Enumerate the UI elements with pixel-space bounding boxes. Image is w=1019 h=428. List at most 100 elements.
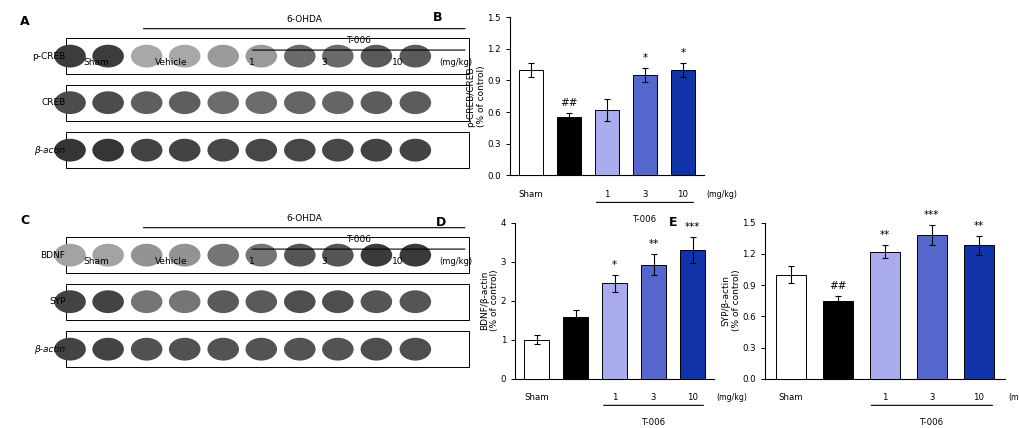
Ellipse shape <box>207 91 238 114</box>
Text: *: * <box>680 48 685 58</box>
Bar <box>66 38 469 74</box>
Ellipse shape <box>283 139 315 161</box>
Bar <box>66 237 469 273</box>
Text: Sham: Sham <box>84 57 109 66</box>
Ellipse shape <box>93 139 123 161</box>
Y-axis label: BDNF/β-actin
(% of control): BDNF/β-actin (% of control) <box>479 270 498 331</box>
Ellipse shape <box>207 139 238 161</box>
Ellipse shape <box>93 338 123 360</box>
Bar <box>601 283 627 379</box>
Bar <box>66 132 469 168</box>
Text: ***: *** <box>684 222 700 232</box>
Bar <box>632 75 656 175</box>
Text: (mg/kg): (mg/kg) <box>706 190 737 199</box>
Ellipse shape <box>283 338 315 360</box>
Ellipse shape <box>54 338 86 360</box>
Ellipse shape <box>93 290 123 313</box>
Ellipse shape <box>246 338 277 360</box>
Ellipse shape <box>207 244 238 267</box>
Ellipse shape <box>93 91 123 114</box>
Ellipse shape <box>361 338 391 360</box>
Bar <box>916 235 947 379</box>
Text: ***: *** <box>923 210 938 220</box>
Bar <box>66 283 469 320</box>
Ellipse shape <box>246 290 277 313</box>
Ellipse shape <box>399 244 431 267</box>
Text: 10: 10 <box>392 57 404 66</box>
Ellipse shape <box>207 45 238 68</box>
Ellipse shape <box>283 91 315 114</box>
Ellipse shape <box>169 91 201 114</box>
Text: (mg/kg): (mg/kg) <box>439 57 472 66</box>
Ellipse shape <box>130 139 162 161</box>
Text: p-CREB: p-CREB <box>33 52 65 61</box>
Bar <box>562 317 588 379</box>
Ellipse shape <box>399 338 431 360</box>
Ellipse shape <box>169 139 201 161</box>
Ellipse shape <box>130 45 162 68</box>
Bar <box>556 117 581 175</box>
Text: 10: 10 <box>677 190 688 199</box>
Text: Vehicle: Vehicle <box>154 256 186 265</box>
Ellipse shape <box>93 244 123 267</box>
Ellipse shape <box>54 91 86 114</box>
Ellipse shape <box>169 45 201 68</box>
Text: *: * <box>611 259 616 270</box>
Text: Sham: Sham <box>777 393 802 402</box>
Bar <box>680 250 704 379</box>
Ellipse shape <box>130 244 162 267</box>
Bar <box>774 275 805 379</box>
Y-axis label: SYP/β-actin
(% of control): SYP/β-actin (% of control) <box>720 270 740 331</box>
Ellipse shape <box>322 139 354 161</box>
Ellipse shape <box>322 338 354 360</box>
Text: ##: ## <box>828 281 846 291</box>
Ellipse shape <box>207 338 238 360</box>
Bar <box>821 300 852 379</box>
Text: ##: ## <box>559 98 577 108</box>
Ellipse shape <box>322 244 354 267</box>
Text: 3: 3 <box>928 393 933 402</box>
Text: 3: 3 <box>650 393 655 402</box>
Text: 6-OHDA: 6-OHDA <box>608 242 643 251</box>
Text: T-006: T-006 <box>345 235 371 244</box>
Ellipse shape <box>54 139 86 161</box>
Text: BDNF: BDNF <box>41 251 65 260</box>
Text: (mg/kg): (mg/kg) <box>1007 393 1019 402</box>
Ellipse shape <box>169 244 201 267</box>
Text: 3: 3 <box>321 256 326 265</box>
Text: T-006: T-006 <box>919 418 943 427</box>
Text: 3: 3 <box>321 57 326 66</box>
Ellipse shape <box>54 290 86 313</box>
Text: β-actin: β-actin <box>35 345 65 354</box>
Text: D: D <box>435 216 445 229</box>
Text: 10: 10 <box>392 256 404 265</box>
Ellipse shape <box>169 338 201 360</box>
Ellipse shape <box>399 45 431 68</box>
Bar <box>963 246 994 379</box>
Text: 1: 1 <box>603 190 609 199</box>
Text: A: A <box>20 15 30 28</box>
Text: T-006: T-006 <box>641 418 665 427</box>
Text: (mg/kg): (mg/kg) <box>439 256 472 265</box>
Ellipse shape <box>246 139 277 161</box>
Text: C: C <box>20 214 29 227</box>
Ellipse shape <box>399 91 431 114</box>
Text: SYP: SYP <box>49 297 65 306</box>
Text: T-006: T-006 <box>345 36 371 45</box>
Ellipse shape <box>246 45 277 68</box>
Y-axis label: p-CREB/CREB
(% of control): p-CREB/CREB (% of control) <box>466 65 485 127</box>
Text: β-actin: β-actin <box>35 146 65 155</box>
Ellipse shape <box>54 244 86 267</box>
Text: B: B <box>432 11 441 24</box>
Ellipse shape <box>361 91 391 114</box>
Bar <box>66 331 469 367</box>
Text: **: ** <box>878 230 890 240</box>
Ellipse shape <box>399 139 431 161</box>
Text: 1: 1 <box>881 393 887 402</box>
Text: 10: 10 <box>972 393 983 402</box>
Ellipse shape <box>322 91 354 114</box>
Text: T-006: T-006 <box>632 215 656 224</box>
Ellipse shape <box>361 290 391 313</box>
Text: 1: 1 <box>611 393 616 402</box>
Ellipse shape <box>207 290 238 313</box>
